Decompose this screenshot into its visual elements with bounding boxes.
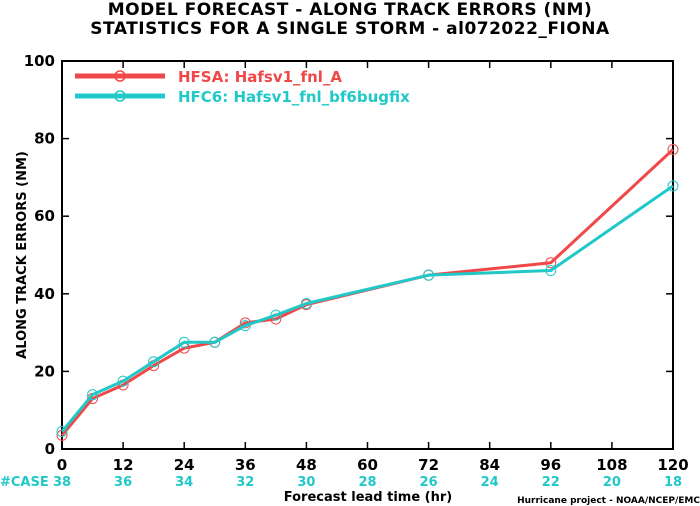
chart-subtitle: STATISTICS FOR A SINGLE STORM - al072022… [90,19,610,39]
y-tick-label: 60 [34,207,55,225]
series-2-marker [667,180,679,192]
series-2-marker [423,269,435,281]
case-count: 28 [358,475,376,490]
x-tick-label: 36 [235,456,256,474]
y-tick-label: 20 [34,362,55,380]
x-tick-label: 108 [596,456,627,474]
x-tick-label: 120 [657,456,688,474]
series-1-marker [667,143,679,155]
case-label: #CASE [0,475,49,490]
chart-title: MODEL FORECAST - ALONG TRACK ERRORS (NM) [107,0,593,20]
legend: HFSA: Hafsv1_fnl_A HFC6: Hafsv1_fnl_bf6bu… [75,68,410,106]
x-tick-label: 96 [540,456,561,474]
series-2-marker [270,309,282,321]
series-2-marker [300,298,312,309]
ticks-layer: 0381236243436324830602872268424962210820… [0,52,689,490]
x-tick-label: 0 [57,456,67,474]
x-tick-label: 84 [479,456,500,474]
series-2-marker [178,336,190,348]
y-tick-label: 40 [34,285,55,303]
y-tick-label: 80 [34,130,55,148]
legend-label-1: HFSA: Hafsv1_fnl_A [178,68,342,86]
x-tick-label: 72 [418,456,439,474]
y-tick-label: 0 [45,440,55,458]
case-count: 36 [114,475,132,490]
case-count: 30 [297,475,315,490]
series-layer [56,143,679,441]
series-2-marker [239,320,251,332]
case-count: 20 [603,475,621,490]
plot-frame [61,60,674,450]
series-2-marker [56,426,68,438]
x-tick-label: 12 [113,456,134,474]
plot-border [61,60,674,450]
series-2-marker [87,389,99,401]
case-count: 22 [542,475,560,490]
case-count: 38 [53,475,71,490]
case-count: 18 [664,475,682,490]
series-1-marker [545,257,557,269]
case-count: 26 [420,475,438,490]
series-2-marker [148,356,160,368]
series-line-2 [60,184,674,433]
case-count: 24 [481,475,499,490]
x-tick-label: 48 [296,456,317,474]
case-count: 32 [236,475,254,490]
credit-text: Hurricane project - NOAA/NCEP/EMC [517,496,700,506]
x-tick-label: 24 [174,456,195,474]
legend-label-2: HFC6: Hafsv1_fnl_bf6bugfix [178,88,410,106]
case-count: 34 [175,475,193,490]
series-2-marker [117,375,129,387]
x-axis-label: Forecast lead time (hr) [284,490,452,505]
y-axis-label: ALONG TRACK ERRORS (NM) [15,151,30,359]
series-2-marker [545,265,557,277]
y-tick-label: 100 [24,52,55,70]
legend-marker-2 [114,90,126,102]
series-line-1 [60,148,675,437]
x-tick-label: 60 [357,456,378,474]
series-2-marker [209,336,221,348]
legend-marker-1 [114,70,126,82]
